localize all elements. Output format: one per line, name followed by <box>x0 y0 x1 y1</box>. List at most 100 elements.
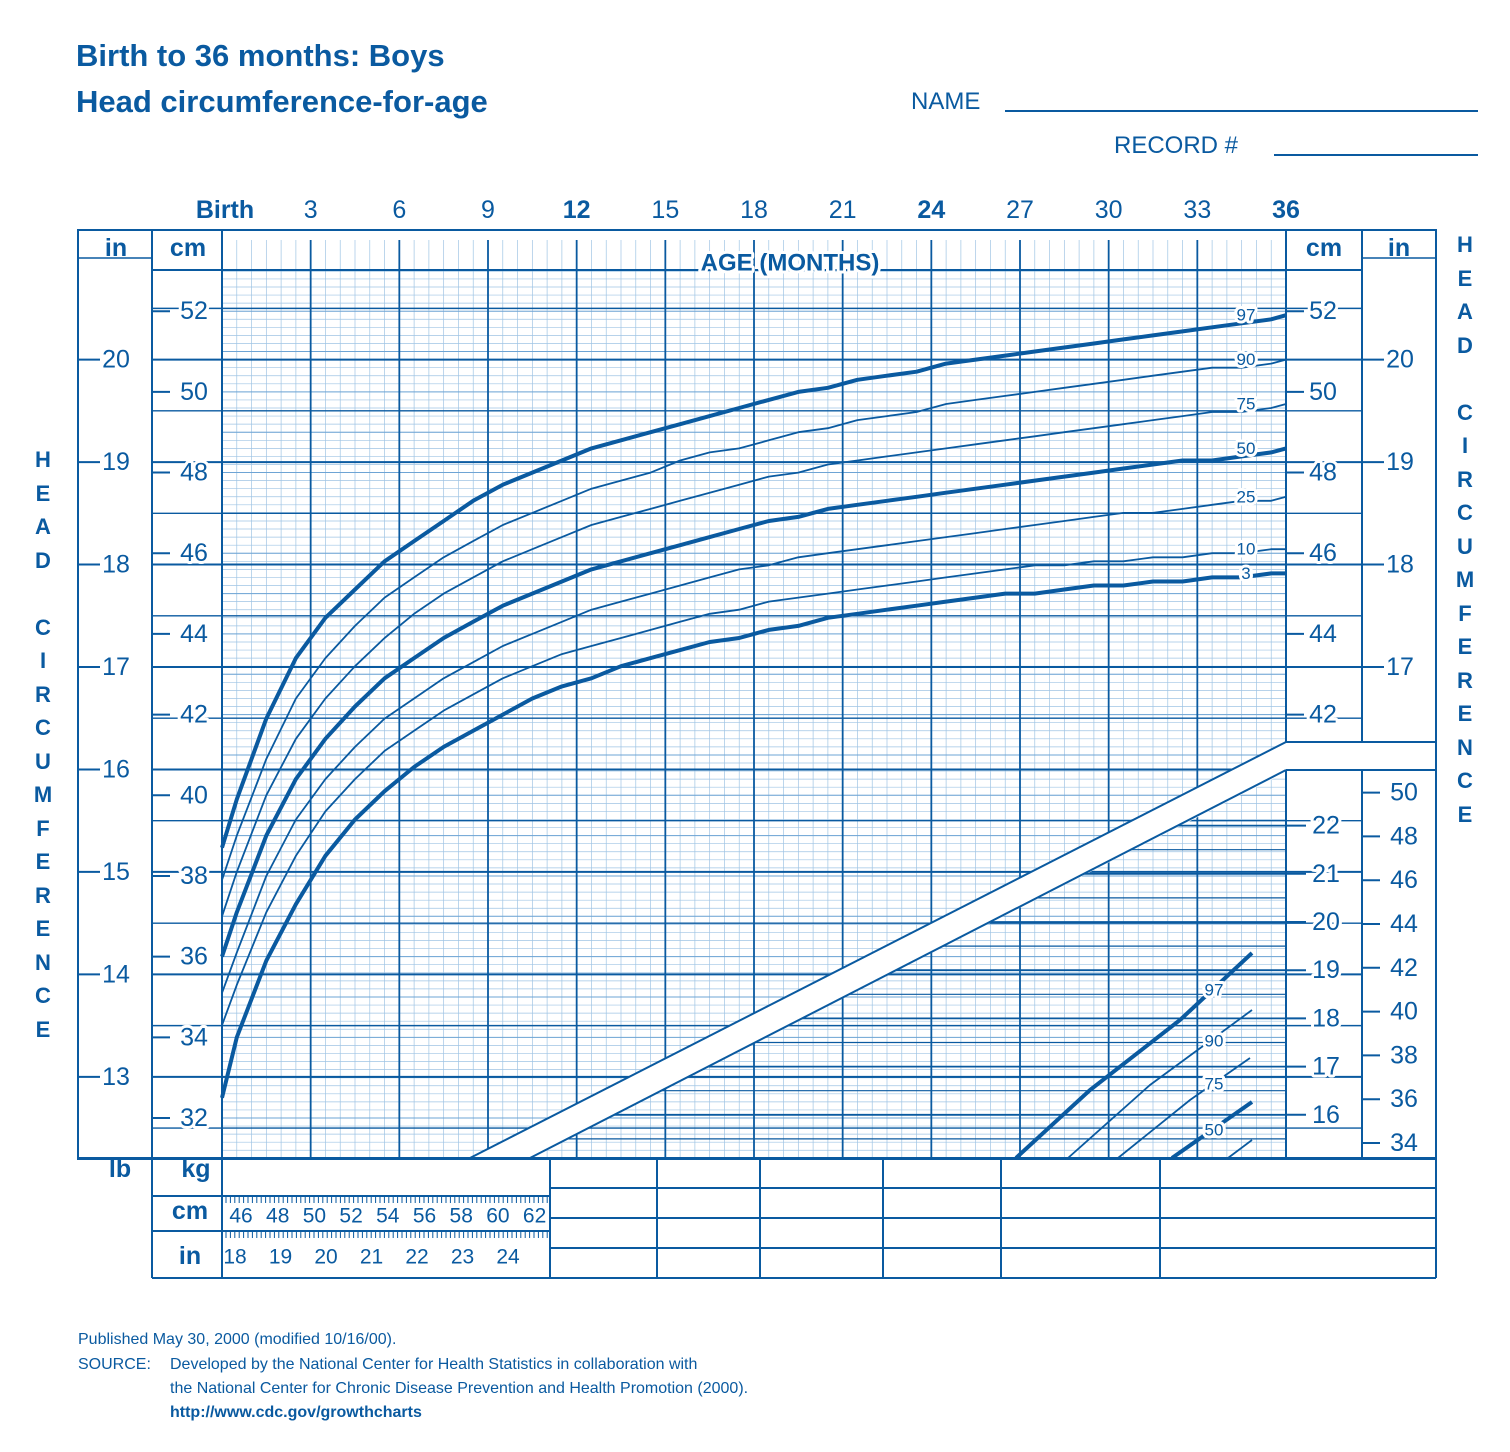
chart-title-line2: Head circumference-for-age <box>76 84 488 119</box>
percentile-label-10: 10 <box>1237 540 1256 559</box>
chart-title-line1: Birth to 36 months: Boys <box>76 38 445 73</box>
y-tick-cm-left: 38 <box>180 862 208 890</box>
weight-curve <box>1117 1057 1251 1159</box>
ruler-in-label: 23 <box>451 1246 474 1269</box>
y-tick-cm-right: 50 <box>1309 378 1337 406</box>
lb-unit: lb <box>109 1155 131 1183</box>
source-label: SOURCE: <box>78 1356 151 1373</box>
ruler-cm-label: 50 <box>303 1205 326 1228</box>
x-tick-label: 30 <box>1095 196 1123 224</box>
side-title-letter: R <box>35 882 51 908</box>
side-title-letter: C <box>35 983 51 1008</box>
record-label: RECORD # <box>1114 132 1239 159</box>
weight-curve <box>1227 1139 1253 1159</box>
cm-unit-left: cm <box>170 234 206 262</box>
y-tick-cm-right: 44 <box>1309 620 1337 648</box>
y-tick-lb: 46 <box>1390 866 1418 894</box>
x-tick-label: 9 <box>481 196 495 224</box>
side-title-letter: F <box>1458 600 1472 626</box>
y-tick-cm-left: 44 <box>180 620 208 648</box>
percentile-curve-25 <box>221 495 1287 994</box>
weight-curve-label: 90 <box>1205 1032 1224 1051</box>
ruler-cm-label: 62 <box>523 1205 546 1228</box>
percentile-label-50: 50 <box>1237 439 1256 458</box>
side-title-letter: E <box>1457 265 1473 291</box>
side-title-letter: E <box>35 849 51 874</box>
ruler-cm-label: 54 <box>376 1205 400 1228</box>
y-tick-in-left: 20 <box>102 346 130 374</box>
source-line1: Developed by the National Center for Hea… <box>170 1356 698 1373</box>
y-tick-cm-right: 42 <box>1309 701 1337 729</box>
side-title-letter: D <box>35 547 51 573</box>
side-title-letter: C <box>1457 500 1473 525</box>
y-tick-cm-left: 32 <box>180 1104 208 1132</box>
y-tick-cm-left: 40 <box>180 781 208 809</box>
weight-curve-label: 50 <box>1205 1121 1224 1140</box>
percentile-label-90: 90 <box>1237 350 1256 369</box>
side-title-letter: C <box>35 715 51 740</box>
ruler-cm-label: 56 <box>413 1205 436 1228</box>
percentile-curve-75 <box>221 403 1287 917</box>
weight-curve-label: 97 <box>1205 981 1224 1000</box>
y-tick-in-right: 20 <box>1386 346 1414 374</box>
y-tick-cm-left: 36 <box>180 943 208 971</box>
in-unit-left: in <box>105 234 127 262</box>
x-tick-label: 27 <box>1006 196 1034 224</box>
side-title-letter: R <box>35 681 51 707</box>
x-tick-label: 33 <box>1183 196 1211 224</box>
y-tick-kg: 22 <box>1312 812 1340 840</box>
y-tick-in-right: 18 <box>1386 551 1414 579</box>
y-tick-in-left: 14 <box>102 960 130 988</box>
cm-unit-right: cm <box>1306 234 1342 262</box>
name-field-line[interactable] <box>1005 110 1478 112</box>
y-tick-lb: 44 <box>1390 910 1418 938</box>
side-title-letter: E <box>35 1016 51 1042</box>
source-url[interactable]: http://www.cdc.gov/growthcharts <box>170 1404 422 1421</box>
diagonal-band-lower <box>529 769 1287 1159</box>
x-tick-label: 6 <box>392 196 406 224</box>
side-title-letter: E <box>35 480 51 506</box>
side-title-letter: U <box>1457 533 1473 559</box>
percentile-label-75: 75 <box>1237 394 1256 413</box>
y-tick-kg: 19 <box>1312 956 1340 984</box>
diagonal-band-upper <box>469 741 1287 1159</box>
y-tick-cm-right: 46 <box>1309 539 1337 567</box>
record-field-line[interactable] <box>1274 154 1478 156</box>
ruler-in-label: 21 <box>360 1246 383 1269</box>
side-title-letter: R <box>1457 466 1473 492</box>
y-tick-cm-left: 50 <box>180 378 208 406</box>
side-title-letter: R <box>1457 667 1473 693</box>
percentile-curves <box>220 313 1287 1099</box>
x-tick-label: 15 <box>651 196 679 224</box>
side-title-letter: C <box>35 614 51 640</box>
y-tick-cm-left: 48 <box>180 459 208 487</box>
weight-curve <box>1014 951 1254 1160</box>
weight-curve <box>1067 1009 1253 1159</box>
side-title-letter: U <box>35 748 51 774</box>
y-tick-in-left: 18 <box>102 551 130 579</box>
y-tick-lb: 38 <box>1390 1041 1418 1069</box>
percentile-curve-97 <box>220 313 1287 849</box>
y-tick-kg: 18 <box>1312 1004 1340 1032</box>
percentile-curve-50 <box>220 446 1287 958</box>
y-tick-kg: 17 <box>1312 1053 1340 1081</box>
side-title-letter: E <box>1457 801 1473 827</box>
side-title-letter: I <box>39 648 47 673</box>
percentile-curve-90 <box>221 358 1287 881</box>
name-label: NAME <box>911 88 981 115</box>
side-title-letter: N <box>35 949 51 975</box>
side-title-letter: A <box>35 514 51 539</box>
side-title-letter: E <box>1457 634 1473 659</box>
side-title-letter: N <box>1457 734 1473 760</box>
percentile-label-25: 25 <box>1237 487 1256 506</box>
x-tick-label: 12 <box>563 196 591 224</box>
y-tick-cm-left: 34 <box>180 1023 208 1051</box>
percentile-label-3: 3 <box>1241 564 1250 583</box>
band-gap <box>1288 742 1362 770</box>
side-title-letter: I <box>1461 433 1469 458</box>
side-title-letter: A <box>1457 299 1473 324</box>
side-title-letter: D <box>1457 332 1473 358</box>
x-tick-label: 18 <box>740 196 768 224</box>
